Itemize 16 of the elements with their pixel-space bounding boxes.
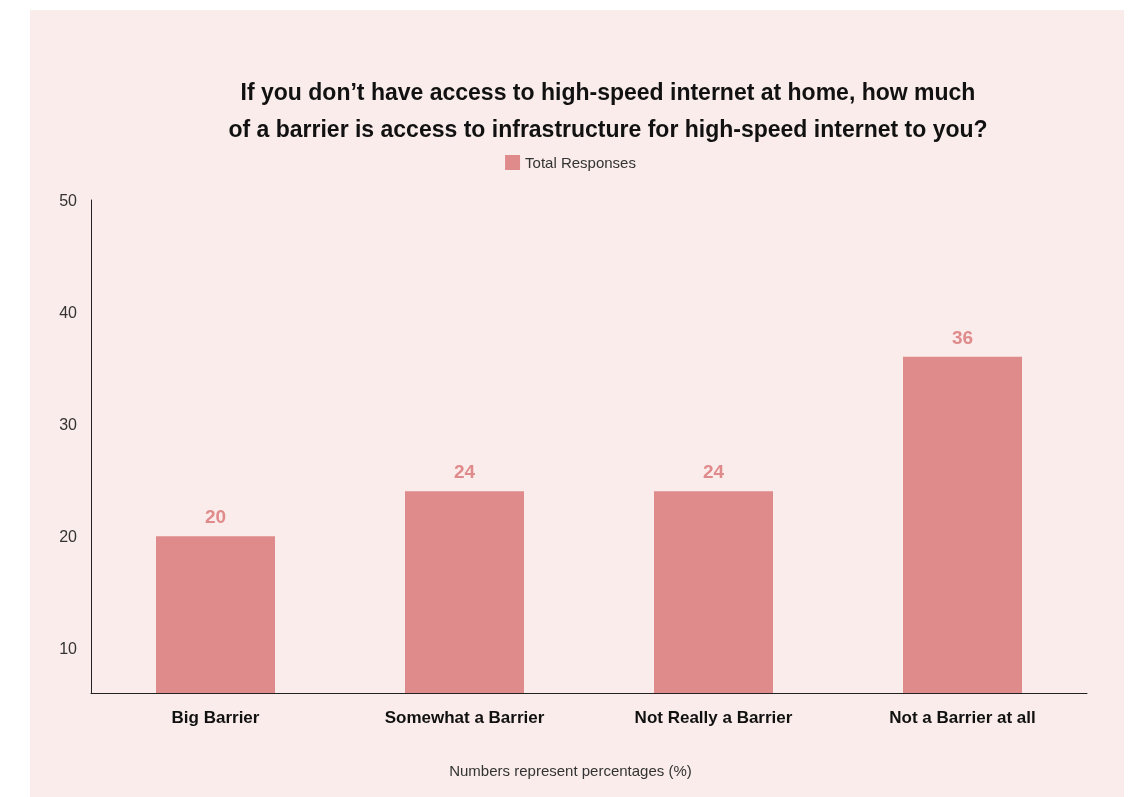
text: Numbers represent percentages (%) bbox=[449, 762, 692, 779]
chart-title: If you don’t have access to high-speed internet at home, how much of a barrier is access to infrastructure for high-speed internet to you? bbox=[228, 78, 988, 142]
y-tick-label: 50 bbox=[59, 191, 78, 209]
legend-label: Total Responses bbox=[525, 154, 636, 171]
x-tick-label: Big Barrier bbox=[171, 708, 260, 727]
x-tick-label: Not Really a Barrier bbox=[634, 708, 793, 727]
y-tick-label: 20 bbox=[59, 527, 78, 545]
data-label: 36 bbox=[951, 326, 974, 348]
y-tick-label: 30 bbox=[59, 415, 78, 433]
y-tick-label: 40 bbox=[59, 303, 78, 321]
y-tick-label: 10 bbox=[59, 639, 78, 657]
data-label: 20 bbox=[204, 506, 227, 528]
data-label: 24 bbox=[453, 461, 476, 483]
data-label: 24 bbox=[702, 461, 725, 483]
x-tick-label: Somewhat a Barrier bbox=[384, 708, 545, 727]
x-tick-label: Not a Barrier at all bbox=[889, 708, 1036, 727]
